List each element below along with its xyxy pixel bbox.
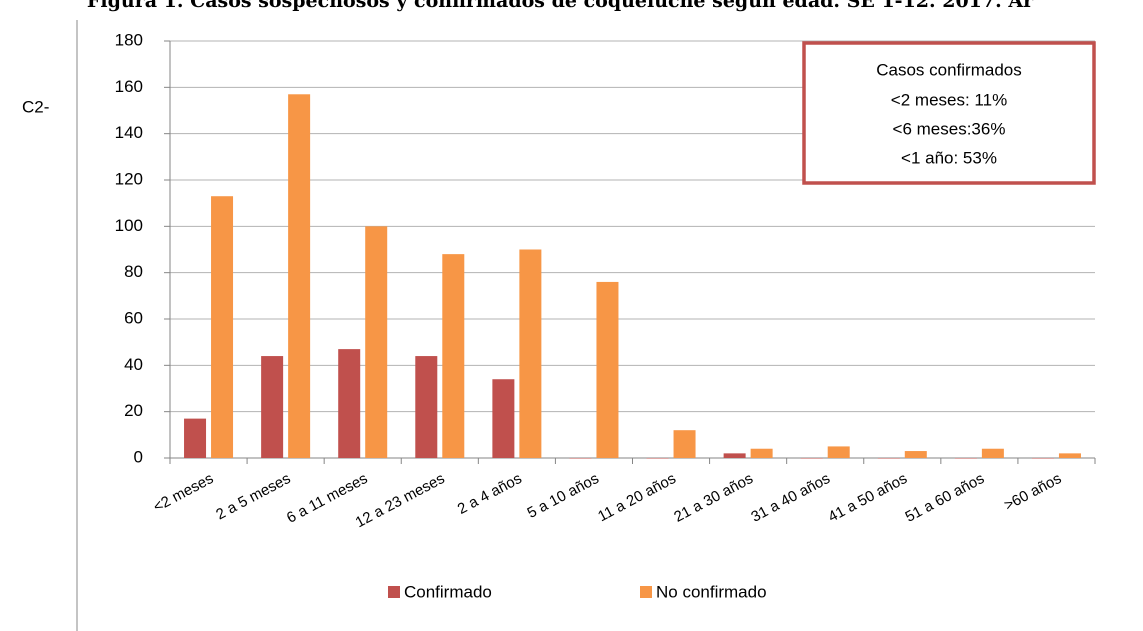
- chart-title: Figura 1. Casos sospechosos y confirmado…: [87, 0, 1034, 12]
- bar: [1058, 453, 1081, 458]
- y-tick-label: 60: [124, 308, 143, 327]
- bar: [415, 356, 438, 458]
- y-tick-label: 120: [115, 169, 143, 188]
- x-tick-label: 31 a 40 años: [748, 470, 833, 526]
- x-tick-label: 5 a 10 años: [524, 470, 601, 522]
- bar: [954, 458, 977, 459]
- bar: [519, 249, 542, 458]
- bar: [569, 458, 592, 459]
- y-tick-label: 100: [115, 216, 143, 235]
- bar: [723, 453, 746, 458]
- bar: [288, 94, 311, 459]
- bar: [184, 418, 207, 458]
- legend-label: Confirmado: [404, 582, 492, 601]
- bar: [492, 379, 515, 458]
- bar: [338, 349, 361, 458]
- bar: [981, 448, 1004, 458]
- bar: [442, 254, 465, 458]
- bar: [211, 196, 234, 458]
- bar: [750, 448, 773, 458]
- annotation-box: [802, 41, 1096, 185]
- x-tick-label: 21 a 30 años: [671, 470, 756, 526]
- x-tick-label: <2 meses: [151, 470, 217, 516]
- y-tick-label: 180: [115, 30, 143, 49]
- bar: [673, 430, 696, 458]
- bar: [877, 458, 900, 459]
- y-tick-label: 40: [124, 355, 143, 374]
- y-tick-label: 140: [115, 123, 143, 142]
- bar: [827, 446, 850, 458]
- x-tick-label: 11 a 20 años: [595, 470, 679, 525]
- bar: [1031, 458, 1054, 459]
- bar: [365, 226, 388, 458]
- x-tick-label: 2 a 4 años: [455, 470, 525, 518]
- bar: [800, 458, 823, 459]
- x-tick-label: 41 a 50 años: [825, 470, 910, 526]
- side-label: C2-: [22, 97, 49, 116]
- legend-label: No confirmado: [656, 582, 767, 601]
- bar: [261, 356, 284, 458]
- bar: [646, 458, 669, 459]
- bar: [904, 451, 927, 458]
- annotation-line: <6 meses:36%: [893, 119, 1006, 138]
- annotation-title: Casos confirmados: [876, 60, 1022, 79]
- y-tick-label: 20: [124, 401, 143, 420]
- x-tick-label: 51 a 60 años: [903, 470, 988, 526]
- y-tick-label: 160: [115, 77, 143, 96]
- legend-swatch: [640, 586, 652, 598]
- y-tick-label: 80: [124, 262, 143, 281]
- bar: [596, 281, 619, 458]
- y-tick-label: 0: [134, 447, 143, 466]
- legend-swatch: [388, 586, 400, 598]
- x-tick-label: 2 a 5 meses: [213, 470, 293, 523]
- annotation-line: <2 meses: 11%: [891, 90, 1007, 109]
- x-tick-label: >60 años: [1001, 470, 1064, 514]
- annotation-line: <1 año: 53%: [901, 148, 997, 167]
